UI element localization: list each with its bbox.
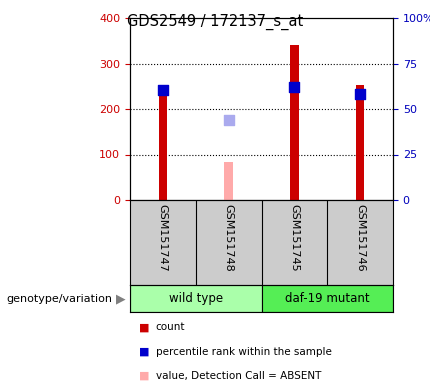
Bar bbox=[261, 285, 393, 312]
Text: daf-19 mutant: daf-19 mutant bbox=[285, 292, 369, 305]
Bar bbox=[159, 87, 167, 200]
Point bbox=[291, 84, 298, 90]
Point bbox=[160, 87, 166, 93]
Text: ■: ■ bbox=[138, 322, 149, 333]
Text: genotype/variation: genotype/variation bbox=[6, 293, 113, 303]
Point bbox=[357, 91, 364, 98]
Text: GSM151746: GSM151746 bbox=[355, 204, 365, 272]
Bar bbox=[224, 162, 233, 200]
Text: ■: ■ bbox=[138, 371, 149, 381]
Bar bbox=[290, 45, 299, 200]
Bar bbox=[356, 85, 364, 200]
Text: GDS2549 / 172137_s_at: GDS2549 / 172137_s_at bbox=[127, 13, 303, 30]
Text: ■: ■ bbox=[138, 346, 149, 357]
Text: GSM151748: GSM151748 bbox=[224, 204, 233, 272]
Text: value, Detection Call = ABSENT: value, Detection Call = ABSENT bbox=[156, 371, 321, 381]
Text: count: count bbox=[156, 322, 185, 333]
Text: GSM151745: GSM151745 bbox=[289, 204, 299, 272]
Text: GSM151747: GSM151747 bbox=[158, 204, 168, 272]
Bar bbox=[130, 285, 261, 312]
Point bbox=[225, 117, 232, 123]
Text: ▶: ▶ bbox=[116, 292, 126, 305]
Text: percentile rank within the sample: percentile rank within the sample bbox=[156, 346, 332, 357]
Text: wild type: wild type bbox=[169, 292, 223, 305]
